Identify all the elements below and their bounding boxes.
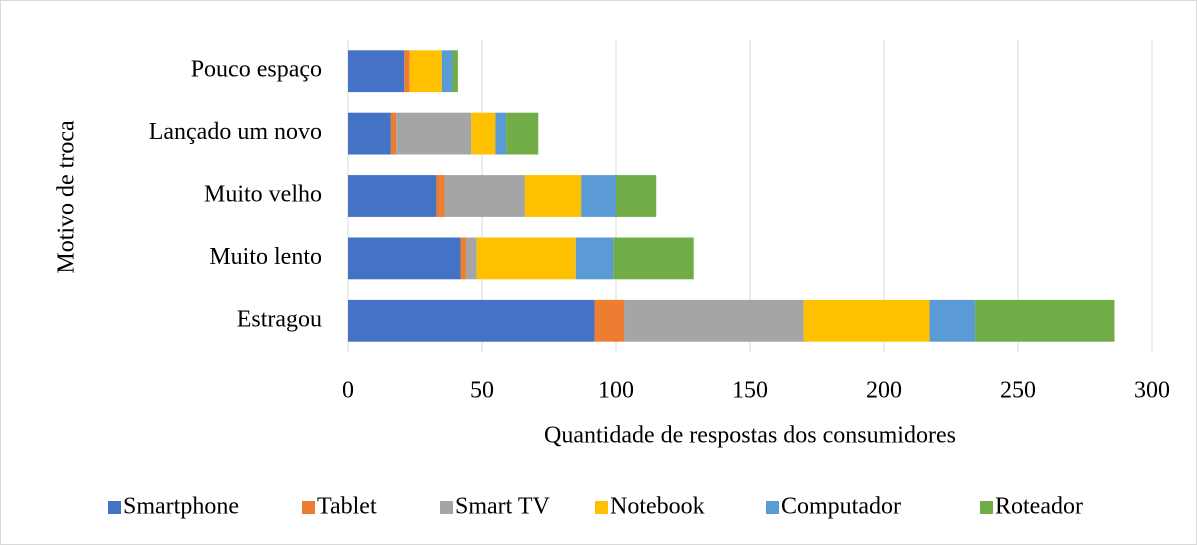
legend-swatch <box>302 501 315 514</box>
bar-segment <box>444 175 525 217</box>
x-tick-label: 100 <box>598 378 634 404</box>
bar-segment <box>524 175 582 217</box>
legend-swatch <box>766 501 779 514</box>
bar-segment <box>404 50 410 93</box>
y-axis-title: Motivo de troca <box>54 120 80 274</box>
bar-segment <box>436 175 445 217</box>
y-tick-label: Estragou <box>237 306 322 332</box>
x-tick-label: 150 <box>732 378 768 404</box>
legend-swatch <box>108 501 121 514</box>
bar-segment <box>348 299 595 342</box>
bar-segment <box>975 299 1115 342</box>
bar-segment <box>624 299 804 342</box>
x-tick-label: 0 <box>342 378 354 404</box>
y-tick-label: Lançado um novo <box>149 119 322 145</box>
bar-segment <box>396 112 472 155</box>
legend-swatch <box>440 501 453 514</box>
bar-segment <box>452 50 458 93</box>
bar-segment <box>348 237 461 280</box>
legend-label: Smart TV <box>455 494 551 520</box>
bar-segment <box>441 50 453 93</box>
x-tick-label: 200 <box>866 378 902 404</box>
legend-swatch <box>595 501 608 514</box>
bar-segment <box>616 175 657 217</box>
legend-label: Smartphone <box>123 494 239 520</box>
bar-segment <box>581 175 616 217</box>
bar-segment <box>348 112 391 155</box>
bar-segment <box>476 237 576 280</box>
legend-label: Tablet <box>317 494 377 520</box>
bar-segment <box>465 237 477 280</box>
y-tick-label: Muito velho <box>204 182 322 208</box>
bar-segment <box>575 237 614 280</box>
x-axis-title: Quantidade de respostas dos consumidores <box>544 423 956 449</box>
x-tick-label: 300 <box>1134 378 1170 404</box>
y-tick-label: Pouco espaço <box>191 57 322 83</box>
bar-segment <box>495 112 507 155</box>
bar-segment <box>471 112 496 155</box>
x-tick-label: 50 <box>470 378 494 404</box>
legend-label: Computador <box>781 494 901 520</box>
bar-segment <box>348 50 405 93</box>
bar-segment <box>409 50 442 93</box>
legend-label: Notebook <box>610 494 705 520</box>
bar-segment <box>803 299 930 342</box>
x-tick-label: 250 <box>1000 378 1036 404</box>
bar-segment <box>929 299 976 342</box>
bar-segment <box>613 237 694 280</box>
legend-swatch <box>980 501 993 514</box>
bar-segment <box>460 237 466 280</box>
y-tick-label: Muito lento <box>209 244 322 270</box>
bar-segment <box>506 112 539 155</box>
legend-label: Roteador <box>995 494 1083 520</box>
bar-segment <box>348 175 437 217</box>
bar-segment <box>390 112 397 155</box>
bar-segment <box>594 299 625 342</box>
